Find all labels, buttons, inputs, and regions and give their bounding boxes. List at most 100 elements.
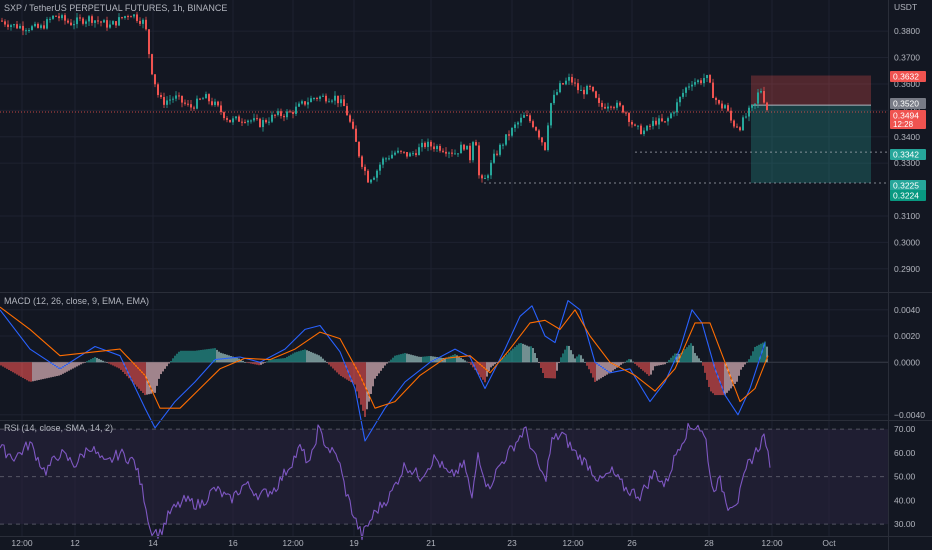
rsi-panel[interactable] <box>0 422 888 541</box>
price-label-bg <box>890 180 926 191</box>
macd-histogram-bar <box>494 362 496 365</box>
candle <box>7 20 9 30</box>
take-profit-zone <box>751 105 871 183</box>
candle-body <box>355 128 357 142</box>
candle-body <box>514 124 516 128</box>
candle <box>436 144 438 153</box>
candle <box>664 121 666 124</box>
macd-histogram-bar <box>622 362 624 364</box>
price-label-badge: 0.3520 <box>890 98 926 109</box>
macd-histogram-bar <box>554 362 556 379</box>
candle-body <box>544 142 546 151</box>
candle-body <box>397 150 399 153</box>
candle-body <box>748 107 750 117</box>
candle <box>196 95 198 110</box>
candle-body <box>496 153 498 155</box>
candle <box>535 126 537 132</box>
candle-body <box>718 100 720 104</box>
candle <box>565 77 567 86</box>
macd-histogram-bar <box>670 357 672 363</box>
candle-body <box>652 120 654 127</box>
candle-body <box>610 106 612 108</box>
candle <box>313 97 315 101</box>
macd-histogram-bar <box>762 342 764 363</box>
candle-body <box>181 95 183 103</box>
candle-body <box>376 170 378 178</box>
candle-body <box>577 83 579 91</box>
macd-histogram-bar <box>342 362 344 378</box>
macd-histogram-bar <box>520 343 522 363</box>
macd-histogram-bar <box>182 350 184 363</box>
candle <box>523 112 525 118</box>
macd-histogram-bar <box>716 362 718 396</box>
macd-histogram-bar <box>200 349 202 363</box>
candle <box>133 14 135 19</box>
price-axis-unit: USDT <box>894 2 917 12</box>
macd-histogram-bar <box>650 362 652 375</box>
candle <box>706 74 708 83</box>
candle-body <box>22 25 24 31</box>
macd-histogram-bar <box>322 358 324 363</box>
candle <box>283 114 285 122</box>
candle-body <box>151 54 153 75</box>
candle-body <box>217 101 219 106</box>
candle-body <box>34 23 36 27</box>
candle <box>709 74 711 84</box>
candle <box>427 138 429 152</box>
macd-histogram-bar <box>332 362 334 369</box>
macd-histogram-bar <box>274 359 276 363</box>
price-label-badge: 0.3632 <box>890 71 926 82</box>
macd-histogram-bar <box>736 362 738 382</box>
macd-histogram-bar <box>534 353 536 363</box>
candle-body <box>619 102 621 106</box>
macd-histogram-bar <box>452 354 454 363</box>
candle <box>166 96 168 109</box>
macd-histogram-bar <box>536 358 538 363</box>
candle <box>430 139 432 151</box>
macd-histogram-bar <box>168 362 170 364</box>
candle-body <box>439 146 441 151</box>
candle-body <box>214 101 216 105</box>
macd-histogram-bar <box>684 349 686 363</box>
macd-histogram-bar <box>754 346 756 363</box>
rsi-tick-label: 30.00 <box>894 519 916 529</box>
candle-body <box>388 158 390 160</box>
macd-tick-label: 0.0020 <box>894 331 920 341</box>
macd-histogram-bar <box>28 362 30 382</box>
candle <box>724 103 726 109</box>
macd-histogram-bar <box>40 362 42 380</box>
candle-body <box>736 126 738 128</box>
time-tick-label: 21 <box>426 538 436 548</box>
candle <box>754 103 756 110</box>
macd-histogram-bar <box>712 362 714 394</box>
candle <box>412 151 414 156</box>
candle <box>739 126 741 132</box>
macd-histogram-bar <box>480 362 482 378</box>
candle-body <box>4 21 6 25</box>
candle-body <box>121 17 123 19</box>
candle-body <box>667 118 669 122</box>
candle-body <box>445 151 447 154</box>
candle <box>442 148 444 153</box>
macd-histogram-bar <box>86 361 88 363</box>
candle <box>349 113 351 124</box>
macd-histogram-bar <box>304 349 306 363</box>
candle-body <box>553 94 555 104</box>
candle <box>82 16 84 26</box>
macd-histogram-bar <box>726 362 728 393</box>
price-panel[interactable] <box>0 12 888 185</box>
macd-histogram-bar <box>108 362 110 364</box>
candle <box>151 53 153 76</box>
macd-histogram-bar <box>504 356 506 363</box>
macd-histogram-bar <box>176 353 178 363</box>
time-tick-label: 12:00 <box>282 538 304 548</box>
macd-histogram-bar <box>84 362 86 363</box>
candle-body <box>541 137 543 143</box>
candle-body <box>319 96 321 99</box>
macd-histogram-bar <box>640 362 642 370</box>
macd-panel[interactable] <box>0 300 888 442</box>
macd-histogram-bar <box>446 357 448 363</box>
candle-body <box>583 89 585 95</box>
macd-histogram-bar <box>674 353 676 363</box>
